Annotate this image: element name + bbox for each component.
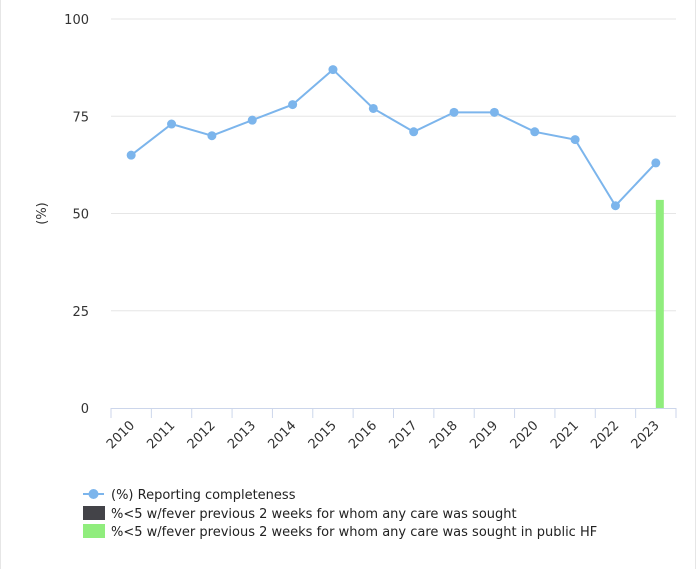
x-tick-label: 2011 bbox=[144, 418, 178, 452]
x-tick-label: 2020 bbox=[508, 418, 542, 452]
data-point bbox=[247, 115, 257, 125]
x-tick-label: 2014 bbox=[265, 418, 299, 452]
data-point bbox=[610, 201, 620, 211]
data-point bbox=[651, 158, 661, 168]
legend: (%) Reporting completeness %<5 w/fever pr… bbox=[83, 488, 597, 540]
data-point bbox=[570, 135, 580, 145]
x-tick-label: 2015 bbox=[306, 418, 340, 452]
legend-label: %<5 w/fever previous 2 weeks for whom an… bbox=[111, 507, 517, 522]
y-axis-ticks: 0 25 50 75 100 bbox=[64, 13, 89, 417]
x-axis: 2010 2011 2012 2013 2014 2015 2016 2017 2018 2019… bbox=[104, 408, 677, 452]
y-tick-label: 0 bbox=[81, 402, 89, 417]
x-tick-label: 2016 bbox=[346, 418, 380, 452]
x-tick-label: 2017 bbox=[386, 418, 420, 452]
data-point bbox=[207, 131, 217, 141]
series-line-reporting-completeness bbox=[130, 68, 657, 208]
x-tick-label: 2021 bbox=[548, 418, 582, 452]
data-point bbox=[489, 107, 499, 117]
x-tick-label: 2023 bbox=[629, 418, 663, 452]
x-tick-label: 2012 bbox=[185, 418, 219, 452]
data-point bbox=[167, 119, 177, 129]
legend-marker bbox=[88, 489, 99, 499]
x-tick-label: 2022 bbox=[588, 418, 622, 452]
data-point bbox=[328, 65, 338, 75]
y-tick-label: 50 bbox=[72, 208, 89, 223]
data-point bbox=[449, 107, 459, 117]
y-tick-label: 100 bbox=[64, 13, 89, 28]
line-series bbox=[126, 65, 661, 211]
y-tick-label: 75 bbox=[72, 110, 89, 125]
legend-label: %<5 w/fever previous 2 weeks for whom an… bbox=[111, 525, 597, 540]
legend-swatch bbox=[83, 506, 105, 520]
legend-swatch bbox=[83, 524, 105, 538]
x-tick-label: 2010 bbox=[104, 418, 138, 452]
gridlines bbox=[111, 18, 676, 312]
data-point bbox=[126, 150, 136, 160]
x-tick-label: 2013 bbox=[225, 418, 259, 452]
y-axis-title: (%) bbox=[35, 202, 50, 225]
data-point bbox=[409, 127, 419, 137]
legend-label: (%) Reporting completeness bbox=[111, 488, 296, 503]
data-point bbox=[530, 127, 540, 137]
data-point bbox=[368, 103, 378, 113]
x-tick-label: 2018 bbox=[427, 418, 461, 452]
data-point bbox=[288, 100, 298, 110]
bar-series bbox=[655, 199, 664, 408]
x-tick-label: 2019 bbox=[467, 418, 501, 452]
y-tick-label: 25 bbox=[72, 305, 89, 320]
bar bbox=[655, 199, 664, 408]
